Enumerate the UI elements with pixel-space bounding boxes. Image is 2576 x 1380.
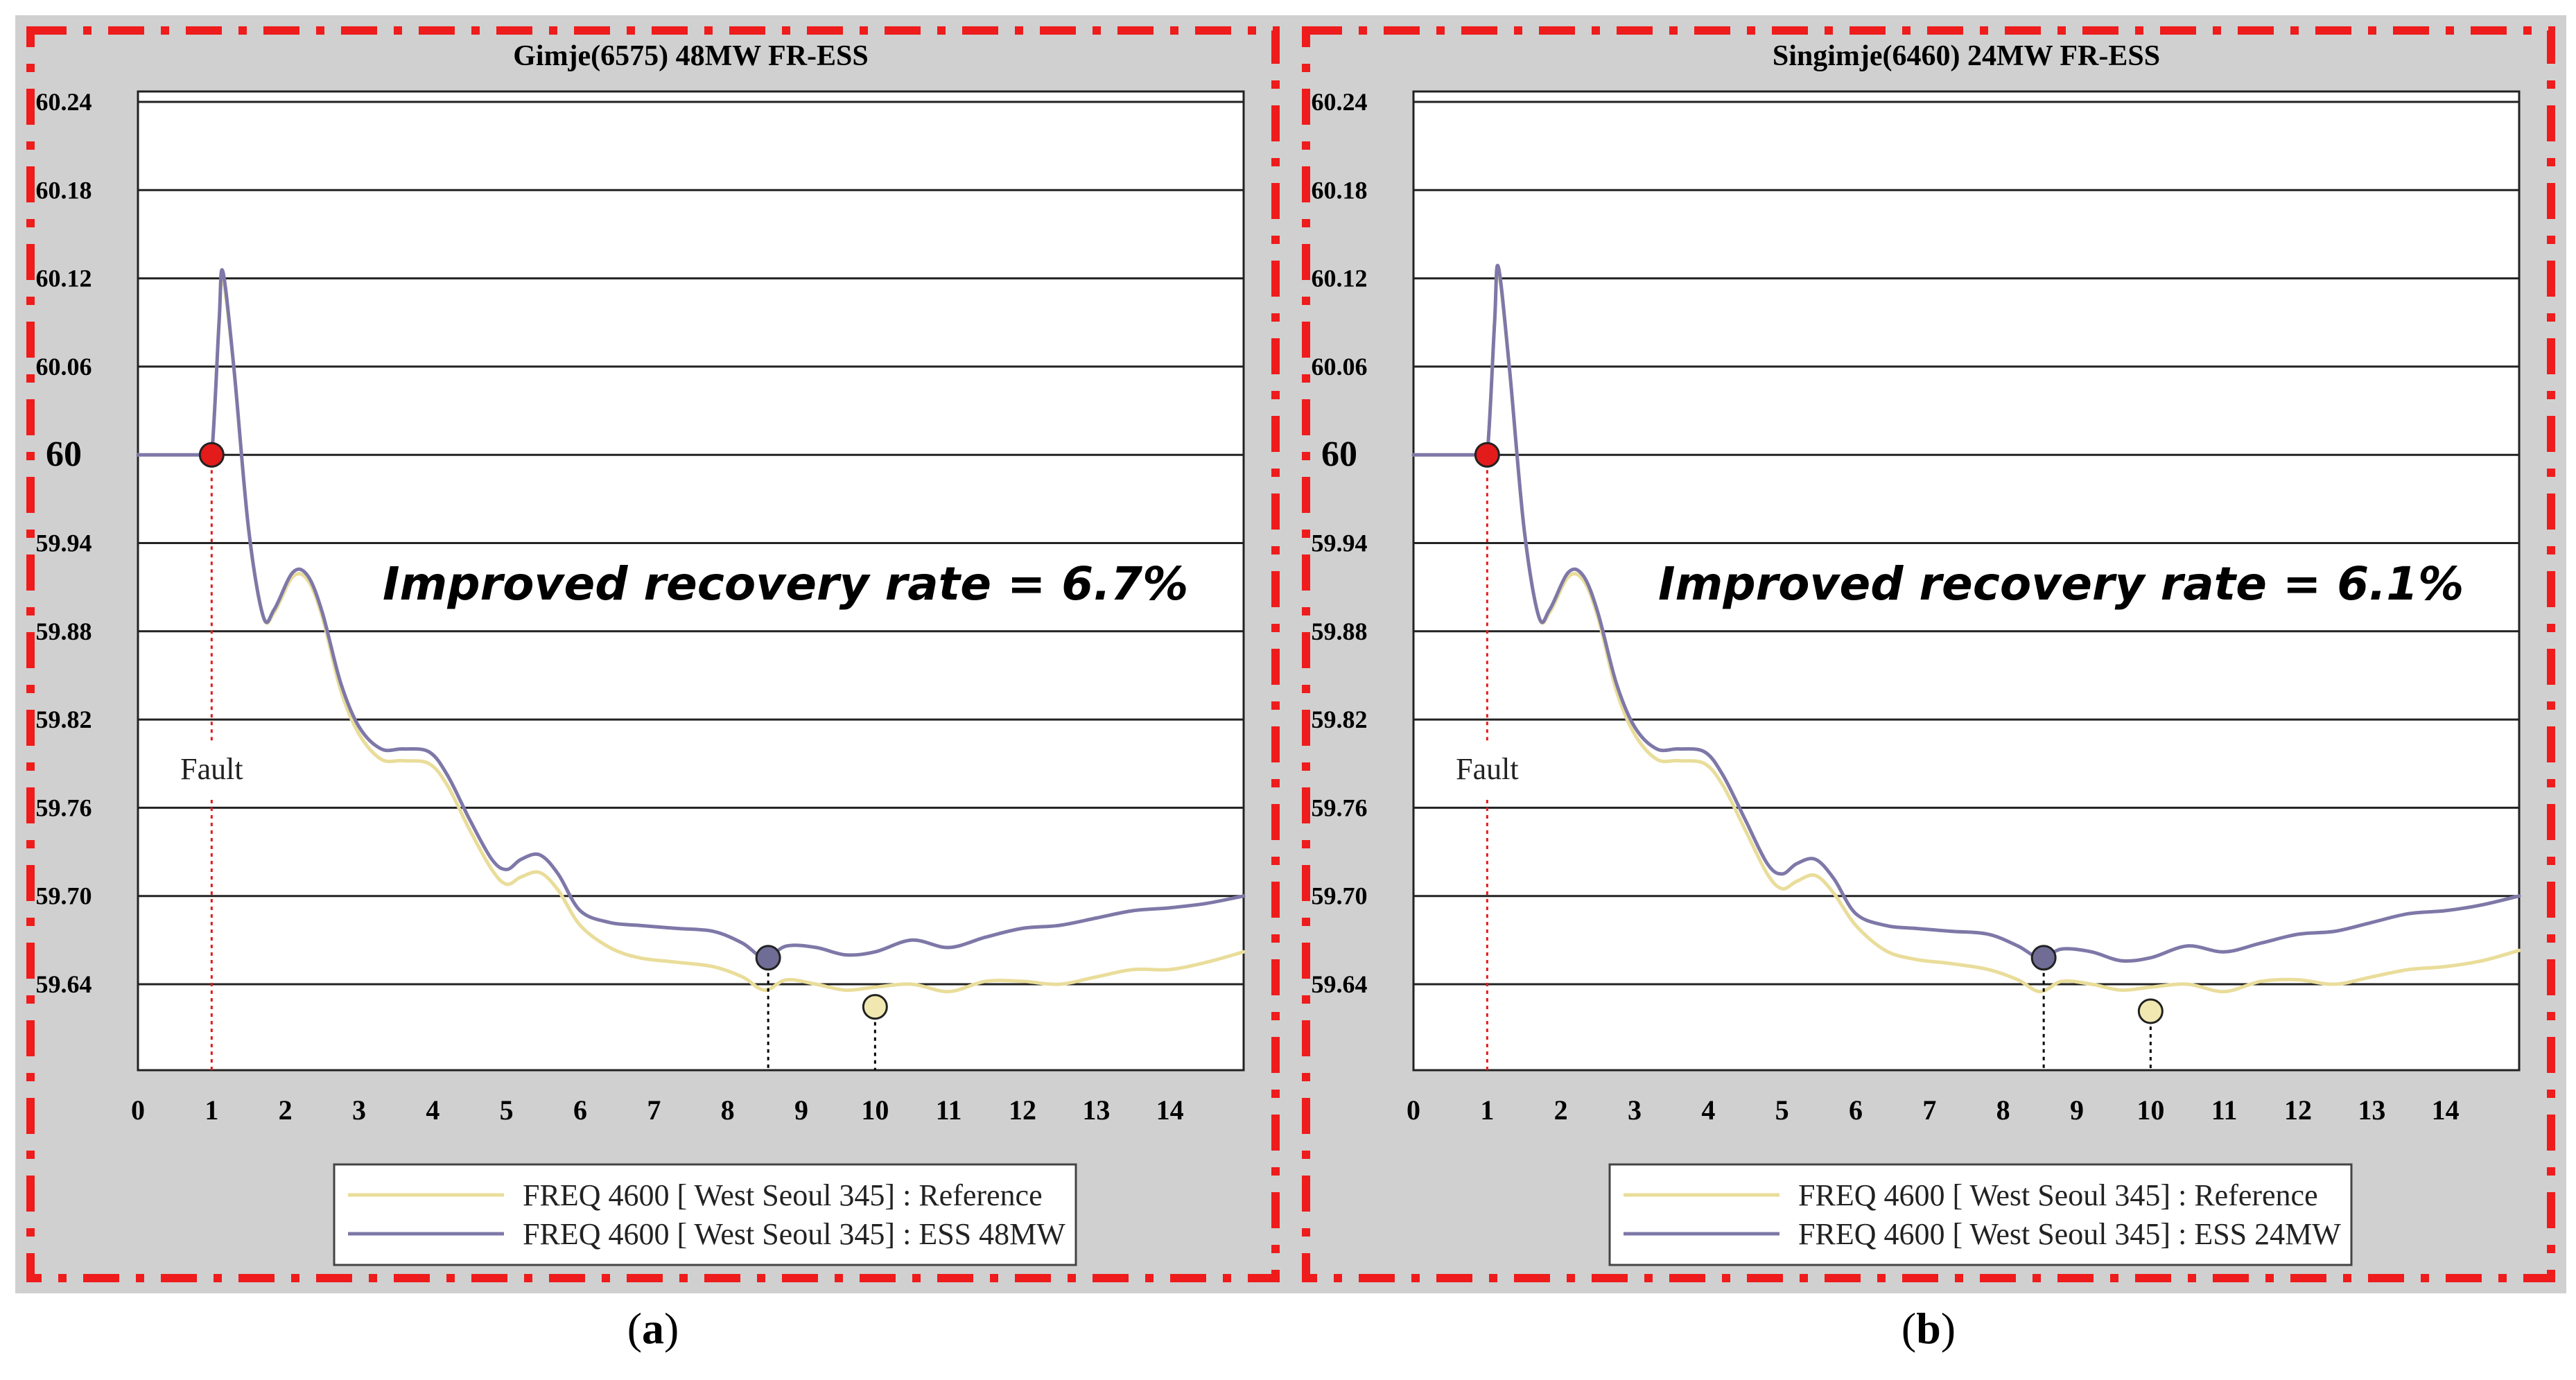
caption-b: (b) [1901, 1304, 1956, 1353]
legend-box [1608, 1163, 2353, 1266]
x-tick-label: 1 [204, 1094, 218, 1126]
y-tick-label: 60.24 [36, 88, 92, 116]
y-tick-label: 59.70 [1312, 882, 1368, 910]
panel-a: Gimje(6575) 48MW FR-ESS 60.24 60.18 60.12 60… [15, 15, 1291, 1293]
x-tick-label: 1 [1480, 1094, 1494, 1126]
y-tick-label: 59.76 [1312, 794, 1368, 821]
y-tick-label: 59.88 [1312, 618, 1368, 645]
x-tick-label: 5 [500, 1094, 514, 1126]
fault-marker [1474, 442, 1500, 468]
caption-a: (a) [627, 1304, 679, 1353]
ess-min-marker [2030, 945, 2057, 971]
x-tick-label: 8 [1996, 1094, 2010, 1126]
fault-label: Fault [1456, 752, 1518, 786]
x-tick-label: 2 [1554, 1094, 1568, 1126]
x-tick-label: 0 [1407, 1094, 1420, 1126]
x-tick-label: 8 [721, 1094, 735, 1126]
x-tick-label: 3 [352, 1094, 366, 1126]
x-tick-label: 14 [2432, 1094, 2460, 1126]
x-tick-label: 12 [1009, 1094, 1036, 1126]
y-tick-label: 60 [1321, 435, 1357, 474]
y-tick-label: 59.82 [36, 706, 92, 733]
x-tick-label: 5 [1775, 1094, 1789, 1126]
panel-b: Singimje(6460) 24MW FR-ESS 60.24 60.18 60.1… [1291, 15, 2566, 1293]
y-tick-label: 59.82 [1312, 706, 1368, 733]
x-tick-label: 14 [1156, 1094, 1184, 1126]
ref-min-marker [862, 994, 888, 1020]
x-tick-label: 4 [426, 1094, 440, 1126]
x-tick-label: 4 [1701, 1094, 1715, 1126]
y-tick-label: 60.06 [36, 353, 92, 381]
recovery-rate-annotation: Improved recovery rate = 6.7% [383, 557, 1188, 611]
ess-series-line [136, 268, 1246, 960]
x-tick-label: 0 [131, 1094, 145, 1126]
fault-label: Fault [180, 752, 243, 786]
y-tick-label: 59.64 [36, 970, 92, 998]
x-tick-label: 9 [2070, 1094, 2084, 1126]
legend-box [333, 1163, 1077, 1266]
legend-label-ess: FREQ 4600 [ West Seoul 345] : ESS 48MW [523, 1217, 1065, 1251]
y-tick-label: 60.18 [1312, 176, 1368, 204]
x-tick-label: 10 [861, 1094, 889, 1126]
chart-b: Singimje(6460) 24MW FR-ESS 60.24 60.18 60.1… [1302, 26, 2555, 1282]
plot-area [1412, 90, 2521, 1072]
legend-label-reference: FREQ 4600 [ West Seoul 345] : Reference [523, 1178, 1043, 1212]
x-tick-label: 3 [1628, 1094, 1642, 1126]
panel-border [26, 26, 1280, 1282]
legend-label-reference: FREQ 4600 [ West Seoul 345] : Reference [1798, 1178, 2318, 1212]
x-tick-label: 10 [2136, 1094, 2164, 1126]
recovery-rate-annotation: Improved recovery rate = 6.1% [1658, 557, 2464, 611]
x-tick-label: 11 [936, 1094, 962, 1126]
y-tick-label: 60.24 [1312, 88, 1368, 116]
y-tick-label: 59.88 [36, 618, 92, 645]
y-tick-label: 59.64 [1312, 970, 1368, 998]
y-tick-label: 59.70 [36, 882, 92, 910]
y-tick-label: 60.12 [36, 265, 92, 292]
legend-label-ess: FREQ 4600 [ West Seoul 345] : ESS 24MW [1798, 1217, 2341, 1251]
y-tick-label: 59.94 [1312, 530, 1368, 557]
y-tick-label: 60.12 [1312, 265, 1368, 292]
x-tick-label: 6 [1849, 1094, 1863, 1126]
x-tick-label: 7 [1922, 1094, 1936, 1126]
x-tick-label: 7 [647, 1094, 661, 1126]
y-tick-label: 60 [46, 435, 82, 474]
y-tick-label: 59.76 [36, 794, 92, 821]
fault-marker [198, 442, 225, 468]
x-tick-label: 12 [2284, 1094, 2312, 1126]
x-tick-label: 13 [1082, 1094, 1110, 1126]
y-tick-label: 59.94 [36, 530, 92, 557]
ess-min-marker [755, 945, 781, 971]
ref-min-marker [2137, 998, 2164, 1024]
x-tick-label: 2 [279, 1094, 293, 1126]
x-tick-label: 9 [794, 1094, 808, 1126]
chart-title: Gimje(6575) 48MW FR-ESS [513, 40, 869, 72]
y-tick-label: 60.18 [36, 176, 92, 204]
y-tick-label: 60.06 [1312, 353, 1368, 381]
chart-a: Gimje(6575) 48MW FR-ESS60.2460.1860.1260… [26, 26, 1280, 1282]
chart-title: Singimje(6460) 24MW FR-ESS [1773, 40, 2160, 72]
panel-border [1302, 26, 2555, 1282]
ess-series-line [1411, 263, 2521, 963]
plot-area [137, 90, 1245, 1072]
x-tick-label: 11 [2211, 1094, 2238, 1126]
x-tick-label: 6 [573, 1094, 587, 1126]
x-tick-label: 13 [2358, 1094, 2385, 1126]
